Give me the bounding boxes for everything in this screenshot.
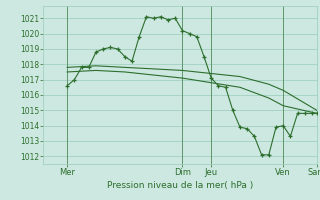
- X-axis label: Pression niveau de la mer( hPa ): Pression niveau de la mer( hPa ): [107, 181, 253, 190]
